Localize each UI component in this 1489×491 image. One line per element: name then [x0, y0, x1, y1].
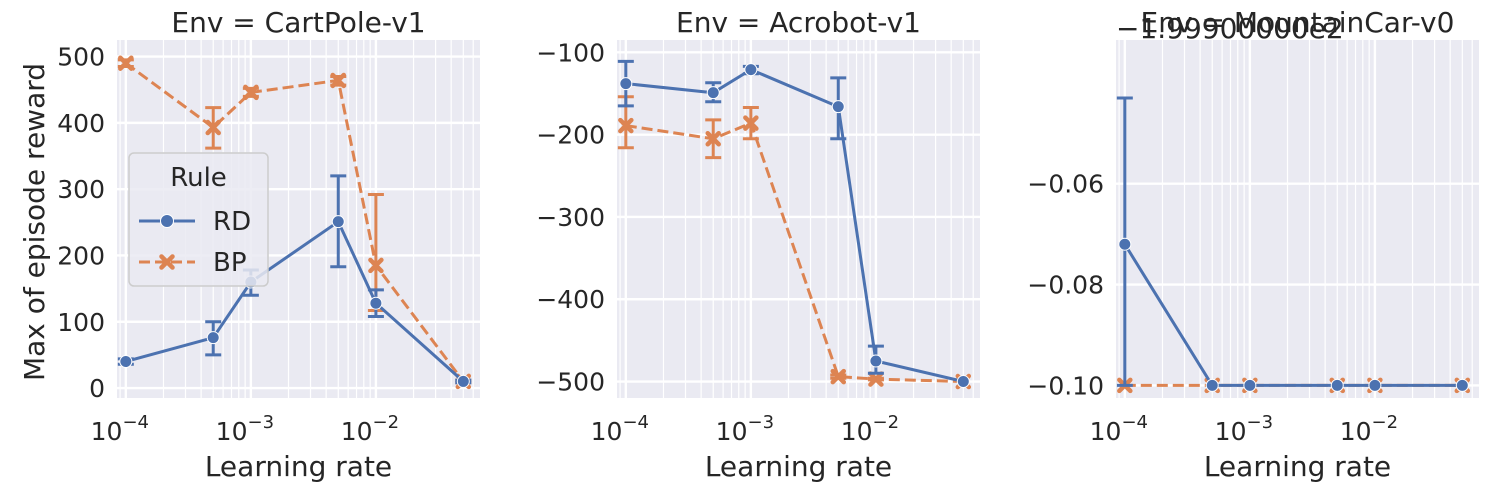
panel-title: Env = Acrobot-v1 — [676, 6, 921, 39]
legend: Rule RD BP — [128, 152, 269, 287]
y-tick-label: 0 — [89, 374, 105, 403]
series-line — [1123, 243, 1463, 387]
data-point — [956, 375, 970, 389]
data-point — [869, 354, 883, 368]
panel-1: 10−4 10−3 10−2 0 100 200 300 400 500 Env = CartPo… — [57, 6, 480, 483]
data-point — [1118, 237, 1132, 251]
data-point — [743, 115, 759, 131]
data-point — [705, 131, 721, 147]
x-tick-label: 10−3 — [216, 412, 274, 446]
x-axis-label: Learning rate — [705, 450, 892, 483]
y-tick-label: −500 — [536, 368, 605, 397]
data-point — [1330, 378, 1344, 392]
panel-2: 10−4 10−3 10−2 −500 −400 −300 −200 −100 Env = Ac… — [536, 6, 980, 483]
series-line — [124, 61, 465, 383]
x-axis-label: Learning rate — [1204, 450, 1391, 483]
legend-label: RD — [213, 207, 251, 237]
panel-title: Env = CartPole-v1 — [171, 6, 425, 39]
x-tick-label: 10−4 — [91, 412, 149, 446]
series-rd — [117, 174, 472, 388]
y-tick-label: −300 — [536, 203, 605, 232]
y-tick-label: −100 — [536, 38, 605, 67]
legend-marker — [160, 214, 174, 228]
data-point — [330, 72, 347, 89]
data-point — [368, 257, 384, 274]
data-point — [706, 86, 720, 100]
y-tick-label: −0.10 — [1027, 371, 1104, 400]
legend-title: Rule — [170, 163, 227, 193]
x-tick-label: 10−4 — [591, 412, 649, 446]
data-point — [618, 117, 634, 134]
data-point — [206, 331, 220, 345]
data-point — [118, 55, 134, 71]
legend-entry-rd: RD — [139, 207, 251, 237]
series-line — [625, 121, 964, 383]
data-point — [119, 355, 133, 369]
legend-label: BP — [213, 248, 247, 278]
data-point — [1368, 378, 1382, 392]
data-point — [1243, 378, 1257, 392]
data-point — [243, 84, 259, 101]
series-line — [125, 220, 465, 383]
data-point — [831, 100, 845, 114]
panel-3: 10−4 10−3 10−2 −0.10 −0.08 −0.06 Env = Mountai… — [1027, 6, 1479, 483]
y-tick-label: −400 — [536, 285, 605, 314]
series-rd — [617, 59, 970, 389]
series-bp — [617, 95, 972, 390]
x-tick-label: 10−3 — [716, 412, 774, 446]
y-offset-text: −1.99900000e2 — [1116, 12, 1344, 45]
data-point — [456, 374, 470, 388]
plot-background — [1116, 40, 1479, 398]
y-tick-label: −0.06 — [1027, 170, 1104, 199]
y-tick-label: −0.08 — [1027, 271, 1104, 300]
y-tick-label: −200 — [536, 121, 605, 150]
data-point — [205, 119, 221, 136]
x-tick-label: 10−2 — [341, 412, 399, 446]
x-tick-label: 10−3 — [1215, 412, 1273, 446]
legend-marker — [159, 254, 175, 270]
x-tick-label: 10−2 — [1340, 412, 1398, 446]
legend-box — [128, 152, 269, 287]
data-point — [1205, 378, 1219, 392]
y-tick-label: 400 — [57, 109, 105, 138]
data-point — [369, 296, 383, 310]
x-tick-label: 10−2 — [841, 412, 899, 446]
y-tick-label: 100 — [57, 308, 105, 337]
y-tick-label: 500 — [57, 43, 105, 72]
panel-title: Env = MountainCar-v0 — [1141, 6, 1455, 39]
x-axis-label: Learning rate — [205, 450, 392, 483]
y-axis-label: Max of episode reward — [18, 63, 51, 381]
axes-root: 10−4 10−3 10−2 0 100 200 300 400 500 Env = CartPo… — [57, 6, 1479, 483]
series-rd — [1116, 96, 1469, 392]
legend-entry-bp: BP — [139, 248, 247, 278]
series-line — [625, 68, 964, 383]
data-point — [868, 371, 884, 387]
data-point — [619, 77, 633, 91]
y-tick-label: 300 — [57, 175, 105, 204]
data-point — [744, 63, 758, 77]
data-point — [830, 368, 847, 385]
plot-background — [617, 40, 980, 398]
x-tick-label: 10−4 — [1090, 412, 1148, 446]
data-point — [331, 215, 345, 229]
data-point — [1455, 378, 1469, 392]
y-tick-label: 200 — [57, 241, 105, 270]
